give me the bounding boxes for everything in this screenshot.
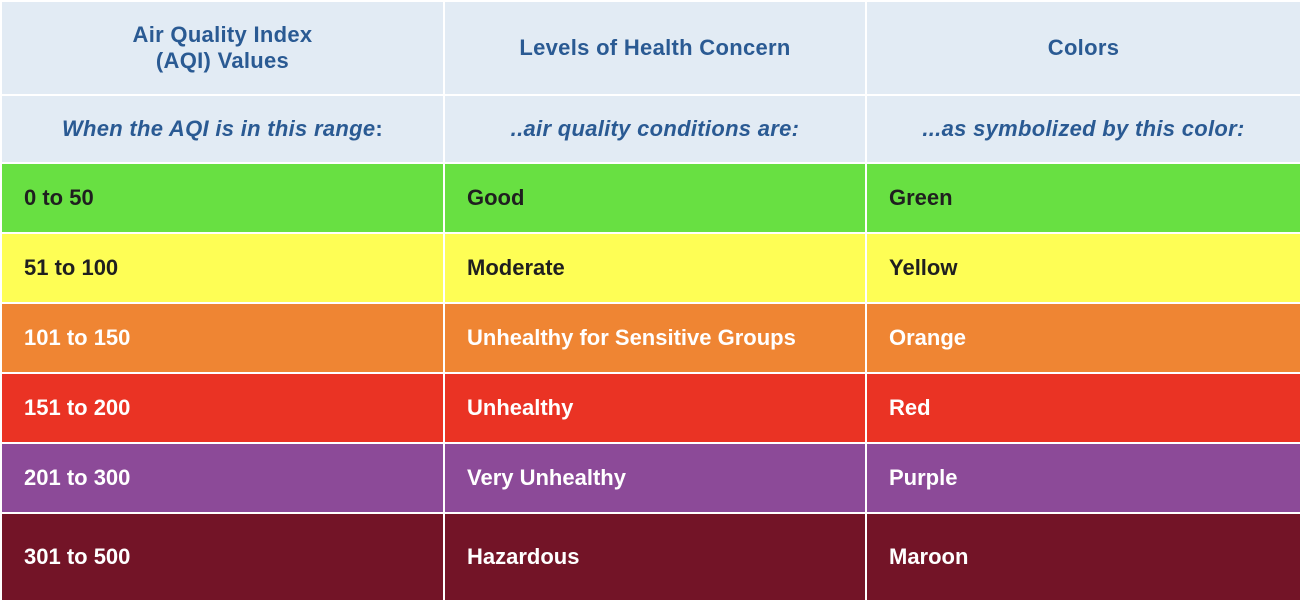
health-level-cell: Unhealthy for Sensitive Groups xyxy=(443,302,867,374)
subheader-conditions: ..air quality conditions are: xyxy=(443,94,867,164)
header-colors-text: Colors xyxy=(1047,35,1120,60)
color-name-cell: Yellow xyxy=(865,232,1300,304)
header-row: Air Quality Index (AQI) Values Levels of… xyxy=(0,0,1300,96)
color-name-cell: Maroon xyxy=(865,512,1300,602)
health-level-cell: Very Unhealthy xyxy=(443,442,867,514)
aqi-range-cell: 101 to 150 xyxy=(0,302,445,374)
health-level-cell: Unhealthy xyxy=(443,372,867,444)
header-aqi-values: Air Quality Index (AQI) Values xyxy=(0,0,445,96)
subheader-range: When the AQI is in this range: xyxy=(0,94,445,164)
table-row: 0 to 50 Good Green xyxy=(0,162,1300,234)
header-health-concern-text: Levels of Health Concern xyxy=(519,35,791,60)
color-name-cell: Green xyxy=(865,162,1300,234)
subheader-range-colon: : xyxy=(375,116,384,141)
table-row: 51 to 100 Moderate Yellow xyxy=(0,232,1300,304)
health-level-cell: Good xyxy=(443,162,867,234)
table-row: 201 to 300 Very Unhealthy Purple xyxy=(0,442,1300,514)
aqi-table-body: 0 to 50 Good Green 51 to 100 Moderate Yellow 1… xyxy=(0,162,1300,602)
table-row: 101 to 150 Unhealthy for Sensitive Groups… xyxy=(0,302,1300,374)
subheader-row: When the AQI is in this range: ..air qua… xyxy=(0,94,1300,164)
aqi-range-cell: 0 to 50 xyxy=(0,162,445,234)
color-name-cell: Purple xyxy=(865,442,1300,514)
header-aqi-values-line-1: Air Quality Index xyxy=(132,22,313,47)
health-level-cell: Hazardous xyxy=(443,512,867,602)
subheader-color-text: ...as symbolized by this color: xyxy=(922,116,1245,141)
aqi-range-cell: 51 to 100 xyxy=(0,232,445,304)
subheader-color: ...as symbolized by this color: xyxy=(865,94,1300,164)
header-aqi-values-line-2: (AQI) Values xyxy=(155,48,290,73)
header-colors: Colors xyxy=(865,0,1300,96)
aqi-range-cell: 301 to 500 xyxy=(0,512,445,602)
aqi-range-cell: 151 to 200 xyxy=(0,372,445,444)
color-name-cell: Orange xyxy=(865,302,1300,374)
color-name-cell: Red xyxy=(865,372,1300,444)
subheader-range-text: When the AQI is in this range xyxy=(61,116,376,141)
table-row: 151 to 200 Unhealthy Red xyxy=(0,372,1300,444)
table-row: 301 to 500 Hazardous Maroon xyxy=(0,512,1300,602)
health-level-cell: Moderate xyxy=(443,232,867,304)
header-health-concern: Levels of Health Concern xyxy=(443,0,867,96)
aqi-range-cell: 201 to 300 xyxy=(0,442,445,514)
subheader-conditions-text: ..air quality conditions are: xyxy=(510,116,800,141)
